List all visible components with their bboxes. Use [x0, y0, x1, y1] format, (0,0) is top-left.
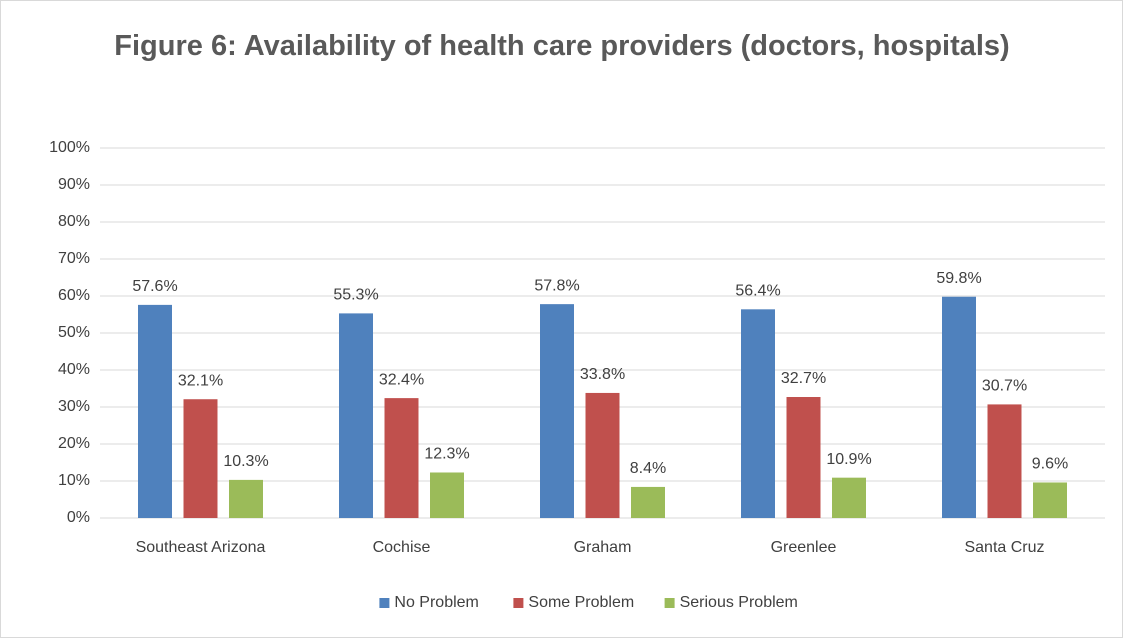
bar — [540, 304, 574, 518]
bar — [631, 486, 665, 518]
x-tick-label: Santa Cruz — [964, 539, 1044, 556]
x-tick-label: Southeast Arizona — [136, 539, 266, 556]
bar — [987, 404, 1022, 518]
legend-label: No Problem — [394, 594, 478, 611]
legend-label: Serious Problem — [680, 594, 798, 611]
y-tick-label: 10% — [58, 472, 90, 489]
y-tick-label: 30% — [58, 398, 90, 415]
data-label: 55.3% — [333, 287, 378, 304]
bar — [183, 399, 218, 518]
legend-swatch — [379, 598, 390, 608]
bar — [138, 304, 172, 518]
y-tick-label: 40% — [58, 361, 90, 378]
data-label: 57.6% — [132, 278, 177, 295]
bar — [585, 392, 620, 518]
data-label: 32.1% — [178, 372, 223, 389]
bar — [339, 313, 373, 518]
data-label: 10.3% — [223, 453, 268, 470]
data-label: 57.8% — [534, 277, 579, 294]
x-tick-label: Greenlee — [771, 539, 837, 556]
y-tick-label: 80% — [58, 213, 90, 230]
data-label: 9.6% — [1032, 456, 1068, 473]
x-tick-label: Graham — [574, 539, 632, 556]
y-tick-label: 100% — [49, 139, 90, 156]
bar — [741, 309, 775, 518]
data-label: 32.7% — [781, 370, 826, 387]
data-label: 12.3% — [424, 446, 469, 463]
data-label: 8.4% — [630, 460, 666, 477]
y-tick-label: 90% — [58, 176, 90, 193]
chart-title: Figure 6: Availability of health care pr… — [114, 30, 1010, 62]
bar — [384, 398, 419, 518]
bar — [229, 479, 263, 518]
data-label: 59.8% — [936, 270, 981, 287]
bar — [1033, 482, 1067, 518]
data-label: 33.8% — [580, 366, 625, 383]
x-tick-label: Cochise — [373, 539, 431, 556]
legend-swatch — [664, 598, 675, 608]
legend-swatch — [513, 598, 524, 608]
bar — [786, 397, 821, 518]
y-tick-label: 50% — [58, 324, 90, 341]
data-label: 32.4% — [379, 371, 424, 388]
data-label: 10.9% — [826, 451, 871, 468]
data-label: 56.4% — [735, 283, 780, 300]
legend-label: Some Problem — [528, 594, 634, 611]
bar — [832, 477, 866, 518]
bar — [430, 472, 464, 518]
y-tick-label: 60% — [58, 287, 90, 304]
bar — [942, 296, 976, 518]
y-tick-label: 70% — [58, 250, 90, 267]
y-tick-label: 0% — [67, 509, 90, 526]
data-label: 30.7% — [982, 378, 1027, 395]
y-tick-label: 20% — [58, 435, 90, 452]
